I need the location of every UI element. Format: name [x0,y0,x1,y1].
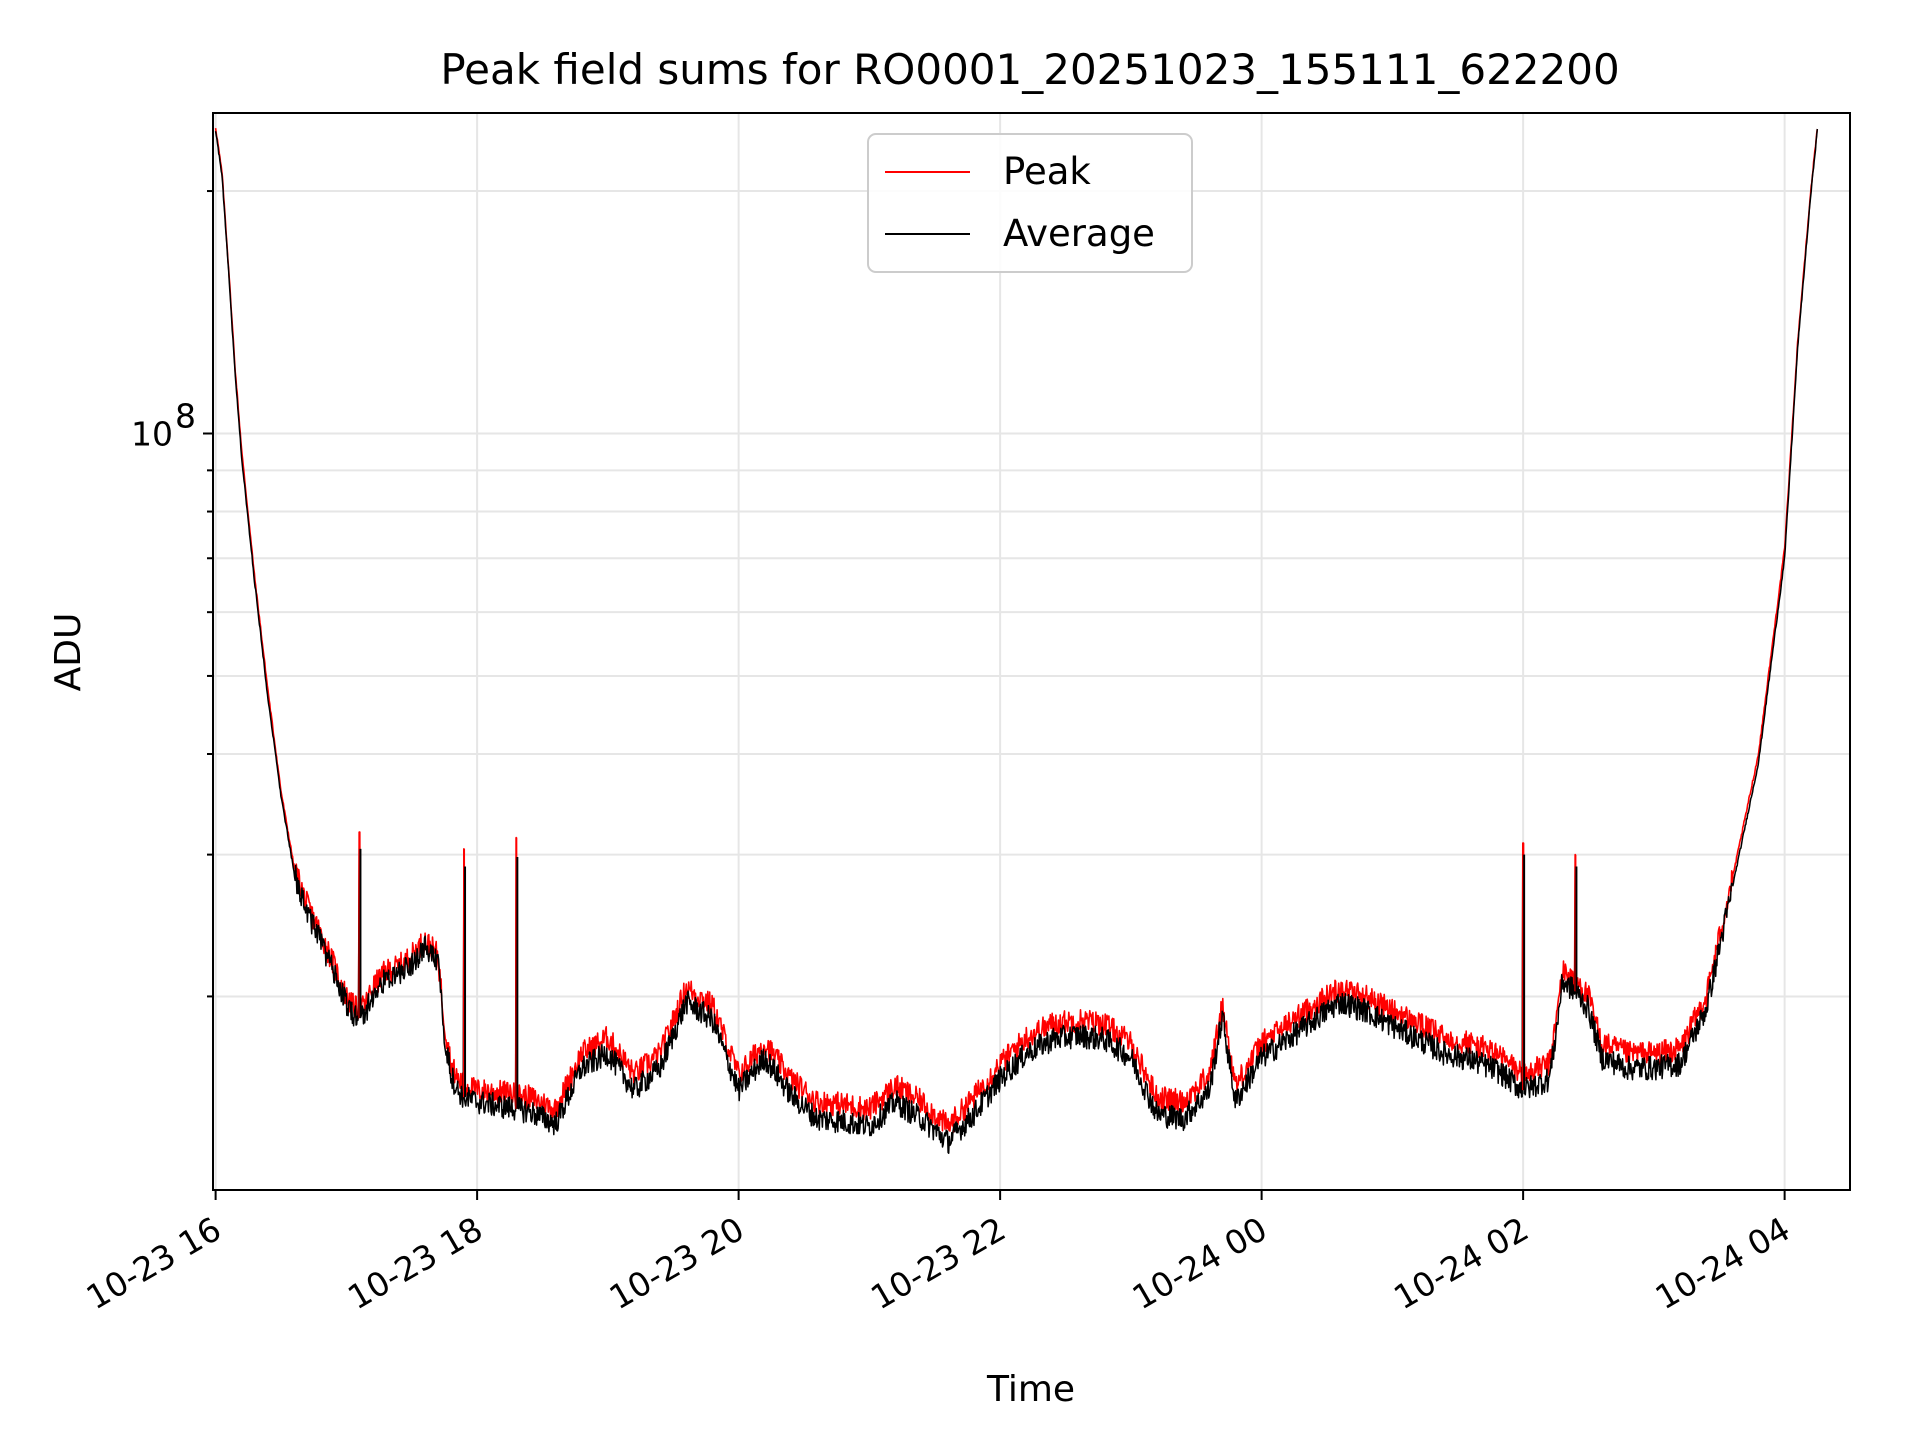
y-tick-label: 10 [131,414,173,453]
chart-title: Peak field sums for RO0001_20251023_1551… [440,45,1619,94]
legend: Peak Average [867,133,1193,273]
series-layer [214,128,1819,1154]
grid [213,113,1850,1190]
plot-frame [212,112,1851,1191]
x-axis-label: Time [986,1369,1075,1410]
y-tick-label-exponent: 8 [175,396,196,435]
legend-peak-label: Peak [1003,150,1091,193]
y-axis-label: ADU [48,613,89,692]
legend-box [867,133,1193,273]
average-series-line [214,128,1819,1154]
legend-average-label: Average [1003,212,1155,255]
